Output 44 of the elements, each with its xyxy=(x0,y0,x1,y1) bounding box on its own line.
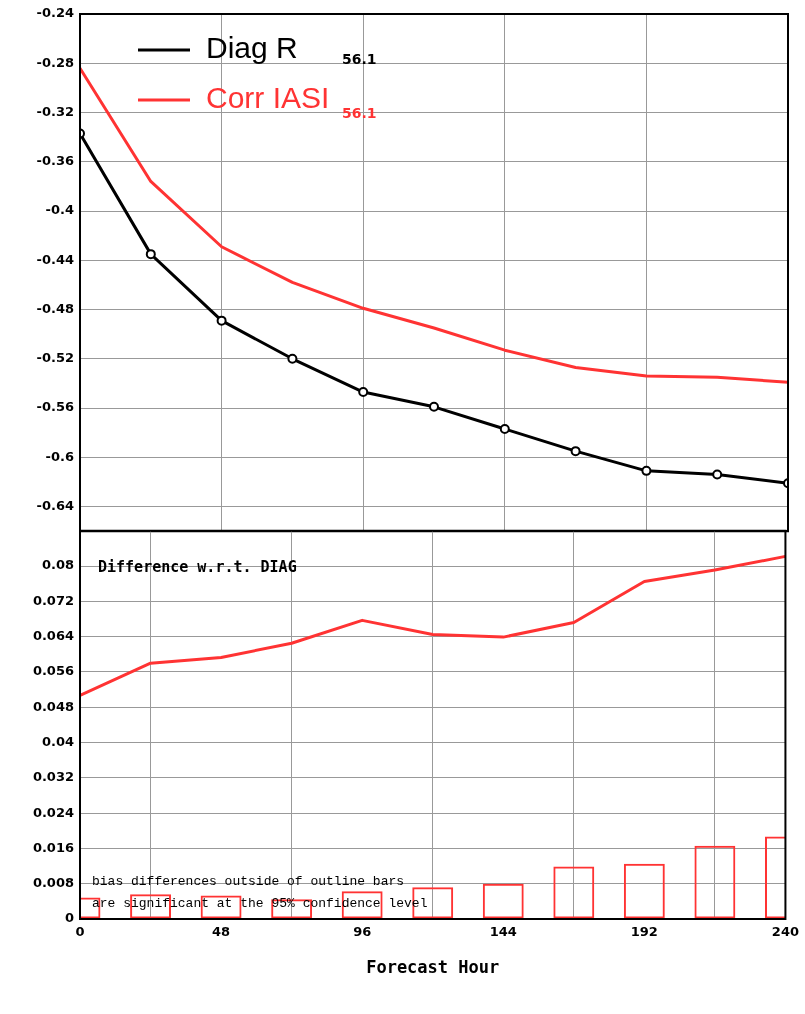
x-tick-label: 0 xyxy=(75,924,85,940)
y-tick-label: -0.28 xyxy=(36,54,74,70)
y-tick-label: 0.08 xyxy=(41,557,74,573)
y-tick-label: 0.016 xyxy=(32,839,74,855)
point xyxy=(570,446,581,457)
y-tick-label: 0.008 xyxy=(32,875,74,891)
y-tick-label: -0.56 xyxy=(36,399,74,415)
y-tick-label: -0.64 xyxy=(36,497,74,513)
point xyxy=(145,249,156,260)
y-tick-label: 0 xyxy=(64,910,74,926)
x-tick-label: 48 xyxy=(212,924,231,940)
y-tick-label: -0.4 xyxy=(45,202,74,218)
x-tick-label: 240 xyxy=(771,924,799,940)
x-tick-label: 192 xyxy=(630,924,658,940)
point xyxy=(499,423,510,434)
y-tick-label: -0.44 xyxy=(36,251,74,267)
y-tick-label: 0.032 xyxy=(32,769,74,785)
x-tick-label: 96 xyxy=(353,924,372,940)
point xyxy=(287,353,298,364)
annotation: Difference w.r.t. DIAG xyxy=(98,557,297,576)
x-axis-title: Forecast Hour xyxy=(366,957,500,978)
point xyxy=(358,387,369,398)
y-tick-label: 0.048 xyxy=(32,698,74,714)
y-tick-label: 0.056 xyxy=(32,663,74,679)
y-tick-label: -0.36 xyxy=(36,153,74,169)
y-tick-label: 0.072 xyxy=(32,592,74,608)
y-tick-label: 0.024 xyxy=(32,804,74,820)
point xyxy=(712,469,723,480)
legend-label: Diag R xyxy=(206,31,298,65)
y-tick-label: -0.24 xyxy=(36,5,74,21)
annotation: 56.1 xyxy=(342,50,377,67)
point xyxy=(641,465,652,476)
y-tick-label: -0.6 xyxy=(45,448,74,464)
y-tick-label: -0.52 xyxy=(36,350,74,366)
y-tick-label: 0.04 xyxy=(41,733,74,749)
y-tick-label: 0.064 xyxy=(32,628,74,644)
annotation: 56.1 xyxy=(342,104,377,121)
annotation: bias differences outside of outline bars xyxy=(92,874,405,890)
y-tick-label: -0.48 xyxy=(36,300,74,316)
point xyxy=(216,315,227,326)
legend-label: Corr IASI xyxy=(206,81,330,115)
point xyxy=(429,401,439,412)
x-tick-label: 144 xyxy=(489,924,517,940)
y-tick-label: -0.32 xyxy=(36,103,74,119)
